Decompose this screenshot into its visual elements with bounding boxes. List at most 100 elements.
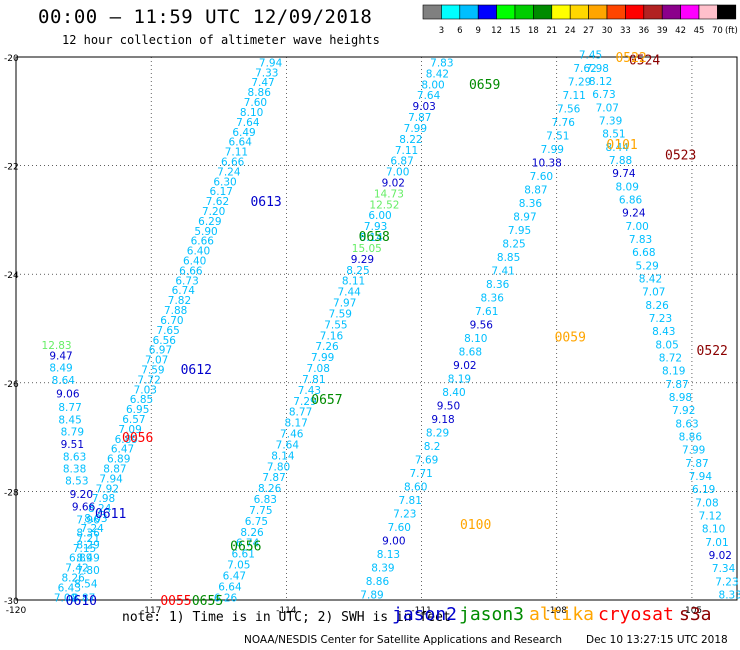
wave-height-label: 7.83: [629, 234, 652, 246]
wave-height-label: 7.87: [408, 112, 431, 124]
wave-height-label: 7.64: [276, 439, 300, 451]
wave-height-label: 7.09: [54, 592, 77, 604]
wave-height-label: 8.86: [248, 87, 272, 99]
wave-height-label: 7.11: [562, 90, 585, 102]
wave-height-label: 6.43: [58, 582, 81, 594]
wave-height-label: 7.42: [65, 563, 88, 575]
wave-height-label: 6.87: [390, 156, 413, 168]
wave-height-label: 8.19: [448, 373, 471, 385]
wave-height-label: 6.49: [232, 127, 255, 139]
wave-height-label: 8.63: [675, 418, 698, 430]
pass-time-label: 0524: [629, 54, 660, 69]
wave-height-label: 9.18: [431, 414, 454, 426]
wave-height-label: 8.25: [346, 265, 369, 277]
wave-height-label: 8.36: [481, 292, 505, 304]
wave-height-label: 8.14: [360, 232, 384, 244]
wave-height-label: 8.36: [486, 279, 510, 291]
wave-height-label: 8.64: [52, 375, 76, 387]
wave-height-label: 7.83: [430, 57, 453, 69]
legend-cryosat: cryosat: [598, 604, 674, 625]
wave-height-label: 8.10: [702, 524, 725, 536]
wave-height-label: 7.61: [475, 306, 498, 318]
wave-height-label: 8.25: [502, 238, 525, 250]
wave-height-label: 6.00: [368, 210, 391, 222]
wave-height-label: 8.86: [366, 576, 390, 588]
wave-height-label: 8.36: [76, 528, 100, 540]
wave-height-label: 7.51: [546, 130, 569, 142]
wave-height-label: 8.42: [426, 68, 449, 80]
wave-height-label: 6.74: [172, 285, 196, 297]
wave-height-label: 8.79: [61, 427, 84, 439]
wave-height-label: 6.56: [153, 335, 177, 347]
wave-height-label: 6.89: [69, 553, 92, 565]
wave-height-label: 7.11: [395, 145, 418, 157]
wave-height-label: 8.05: [655, 339, 678, 351]
wave-height-label: 9.20: [70, 489, 93, 501]
wave-height-label: 8.43: [652, 326, 675, 338]
colorbar-tick-label: 33: [620, 26, 631, 36]
colorbar-tick-label: 12: [491, 26, 502, 36]
wave-height-label: 7.47: [251, 77, 274, 89]
wave-height-label: 6.30: [213, 176, 236, 188]
wave-height-label: 15.05: [352, 243, 382, 255]
wave-height-label: 14.73: [374, 188, 404, 200]
wave-height-label: 9.06: [56, 389, 80, 401]
wave-height-label: 7.00: [625, 221, 648, 233]
wave-height-label: 7.87: [262, 472, 285, 484]
colorbar-tick-label: 70: [712, 26, 723, 36]
wave-height-label: 7.87: [685, 458, 708, 470]
wave-height-label: 7.24: [80, 523, 104, 535]
wave-height-label: 7.08: [307, 363, 330, 375]
wave-height-label: 6.66: [221, 156, 245, 168]
wave-height-label: 8.24: [88, 503, 112, 515]
colorbar: 3 6 9 12 15 18 21 24 27 30 33 36 39 42 45 70 (ft): [422, 4, 738, 36]
wave-height-label: 9.03: [412, 101, 435, 113]
wave-height-label: 7.81: [302, 374, 325, 386]
wave-height-label: 7.75: [249, 505, 272, 517]
plot-frame: [15, 56, 738, 601]
wave-height-label: 8.87: [103, 464, 126, 476]
colorbar-tick-label: 6: [457, 26, 462, 36]
colorbar-tick-label: 18: [528, 26, 539, 36]
wave-height-label: 7.09: [118, 424, 141, 436]
wave-height-label: 7.64: [236, 117, 260, 129]
wave-height-label: 7.64: [417, 90, 441, 102]
wave-height-label: 7.81: [399, 495, 422, 507]
pass-time-label: 0101: [606, 138, 637, 153]
x-tick-label: -108: [547, 606, 568, 616]
wave-height-label: 6.73: [175, 275, 198, 287]
wave-height-label: 8.26: [240, 527, 264, 539]
wave-height-label: 8.77: [289, 407, 312, 419]
wave-height-label: 6.66: [191, 236, 215, 248]
wave-height-label: 7.23: [649, 313, 672, 325]
wave-height-label: 9.02: [709, 550, 732, 562]
wave-height-label: 7.87: [665, 379, 688, 391]
x-tick-label: -105: [682, 606, 702, 616]
pass-time-label: 0522: [697, 344, 728, 359]
wave-height-label: 6.95: [126, 404, 149, 416]
wave-height-label: 6.97: [149, 345, 172, 357]
wave-height-label: 7.55: [324, 319, 347, 331]
legend-s3a: s3a: [679, 604, 712, 625]
colorbar-tick-label: 39: [657, 26, 668, 36]
wave-height-label: 8.12: [589, 76, 612, 88]
wave-height-label: 8.17: [284, 418, 307, 430]
wave-height-label: 6.83: [254, 494, 277, 506]
wave-height-label: 7.16: [320, 330, 344, 342]
wave-height-label: 9.02: [453, 360, 476, 372]
wave-height-label: 7.94: [99, 473, 123, 485]
pass-time-label: 0522: [615, 51, 646, 66]
wave-height-label: 8.29: [426, 427, 449, 439]
pass-time-label: 0656: [230, 540, 261, 555]
wave-height-label: 7.29: [568, 76, 591, 88]
wave-height-label: 8.11: [342, 276, 365, 288]
wave-height-label: 9.47: [49, 351, 72, 363]
wave-height-label: 7.89: [360, 590, 383, 602]
wave-height-label: 7.80: [76, 565, 99, 577]
wave-height-label: 7.11: [225, 147, 248, 159]
wave-height-label: 8.44: [606, 142, 630, 154]
colorbar-tick-label: 36: [638, 26, 649, 36]
wave-height-label: 8.26: [645, 300, 669, 312]
wave-height-label: 8.38: [63, 464, 86, 476]
wave-height-label: 9.50: [437, 400, 460, 412]
